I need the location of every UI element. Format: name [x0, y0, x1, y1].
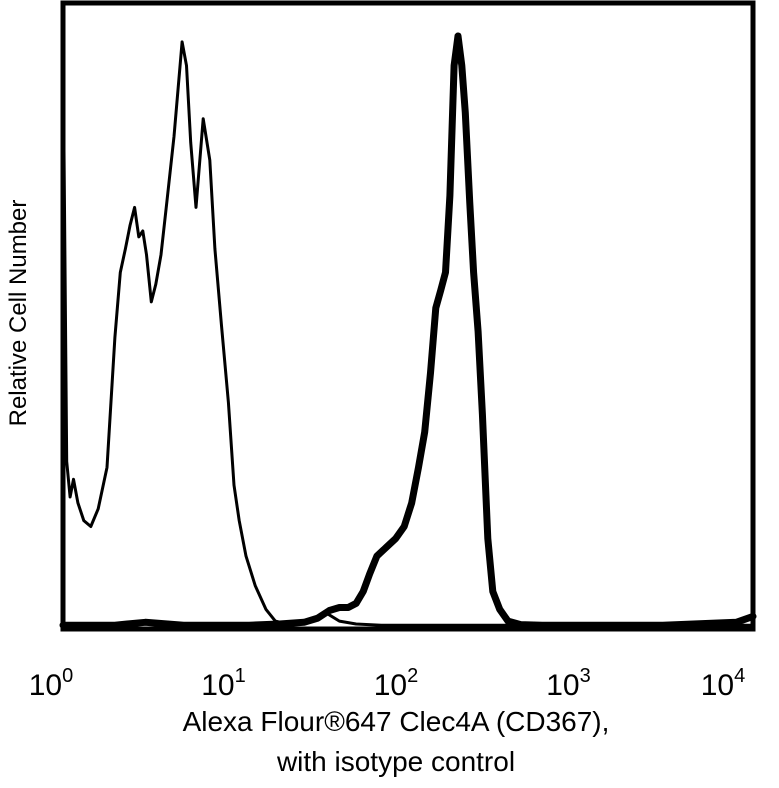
x-axis-title-line2: with isotype control [276, 746, 515, 777]
x-tick-label: 104 [701, 665, 746, 702]
x-axis-title-line1: Alexa Flour®647 Clec4A (CD367), [183, 706, 610, 737]
x-tick-label: 103 [546, 665, 591, 702]
series-layer [59, 32, 757, 629]
x-tick-label: 101 [201, 665, 246, 702]
y-axis-title: Relative Cell Number [5, 200, 32, 427]
x-tick-label: 100 [29, 665, 74, 702]
series-line-stained [59, 32, 757, 629]
x-tick-labels: 100 101 102 103 104 [29, 665, 746, 702]
x-tick-label: 102 [374, 665, 419, 702]
plot-frame [60, 0, 756, 632]
series-line-isotype-control [61, 34, 755, 627]
